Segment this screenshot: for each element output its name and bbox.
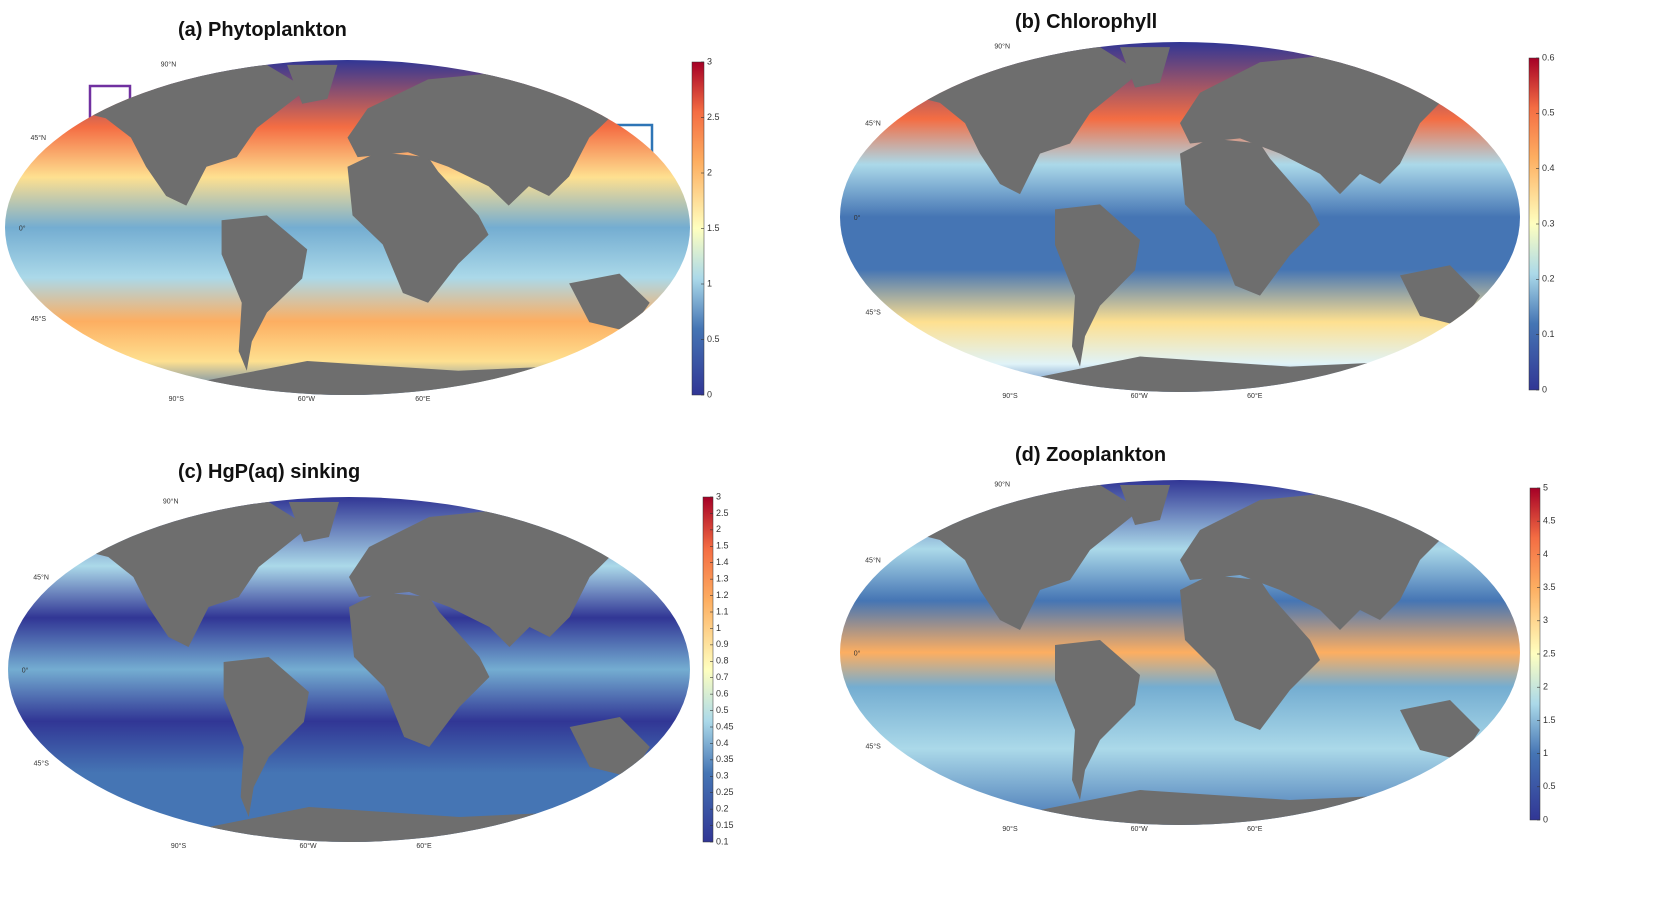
colorbar-tick-label: 0.5 [1542,108,1555,118]
lon-label: 60°E [1247,825,1263,833]
lat-label: 0° [19,225,26,233]
lat-label: 90°N [163,497,179,505]
colorbar-tick-label: 3.5 [1543,582,1556,592]
colorbar-tick-label: 0.5 [1543,781,1556,791]
panel-title: (b) Chlorophyll [1015,11,1157,33]
colorbar-tick-label: 0.5 [707,334,720,344]
lat-label: 90°N [994,480,1010,488]
colorbar-tick-label: 0 [707,389,712,399]
colorbar-tick-label: 4.5 [1543,516,1556,526]
lon-label: 60°W [299,842,317,850]
colorbar-tick-label: 0.4 [1542,163,1555,173]
map [5,60,690,395]
colorbar-tick-label: 0.45 [716,721,734,731]
colorbar-tick-label: 0.7 [716,672,729,682]
lat-label: 45°S [866,743,882,751]
lon-label: 90°S [169,395,185,403]
colorbar-tick-label: 0.5 [716,705,729,715]
map [840,42,1520,392]
colorbar [702,496,714,843]
lat-label: 45°N [865,556,881,564]
colorbar-tick-label: 1.5 [1543,715,1556,725]
colorbar-tick-label: 2 [707,167,712,177]
panel-title: (d) Zooplankton [1015,444,1166,466]
colorbar-tick-label: 0.3 [716,771,729,781]
colorbar-tick-label: 0.6 [716,689,729,699]
lon-label: 60°W [1131,825,1149,833]
colorbar-tick-label: 2.5 [707,112,720,122]
lon-label: 60°W [1131,392,1149,400]
colorbar-tick-label: 0.9 [716,639,729,649]
colorbar-tick-label: 1.3 [716,574,729,584]
colorbar-tick-label: 0.2 [1542,274,1555,284]
map-panel: (a) Phytoplankton 90°N 45°N 0° 45°S 90°S 60°W 6… [5,19,720,403]
colorbar-tick-label: 0.35 [716,754,734,764]
lat-label: 90°N [161,60,177,68]
colorbar-tick-label: 0.1 [1542,329,1555,339]
colorbar-tick-label: 0.3 [1542,218,1555,228]
lat-label: 0° [854,650,861,658]
colorbar-tick-label: 2 [1543,682,1548,692]
map-panel: (b) Chlorophyll 90°N 45°N 0° 45°S 90°S 60°W 60°… [840,11,1555,400]
lon-label: 90°S [171,842,187,850]
panel-title: (c) HgP(aq) sinking [178,461,360,483]
colorbar-tick-label: 0.15 [716,820,734,830]
colorbar-tick-label: 5 [1543,482,1548,492]
colorbar-tick-label: 1.1 [716,606,729,616]
lat-label: 45°S [34,760,50,768]
lon-label: 60°W [298,395,316,403]
lat-label: 0° [854,214,861,222]
lat-label: 45°S [31,315,47,323]
lat-label: 45°N [30,134,46,142]
lon-label: 90°S [1002,392,1018,400]
colorbar-tick-label: 0.8 [716,656,729,666]
lat-label: 0° [22,667,29,675]
colorbar-tick-label: 1 [1543,748,1548,758]
panel-title: (a) Phytoplankton [178,19,347,41]
map [8,497,690,842]
lat-label: 45°N [33,573,49,581]
colorbar-tick-label: 0.2 [716,804,729,814]
colorbar-tick-label: 1.5 [716,541,729,551]
colorbar-tick-label: 1 [707,278,712,288]
colorbar-tick-label: 2 [716,524,721,534]
lon-label: 60°E [416,842,432,850]
colorbar-tick-label: 2.5 [716,508,729,518]
colorbar-tick-label: 1.5 [707,223,720,233]
colorbar-tick-label: 0 [1542,384,1547,394]
colorbar-tick-label: 0.4 [716,738,729,748]
colorbar-tick-label: 3 [707,56,712,66]
colorbar-tick-label: 2.5 [1543,648,1556,658]
colorbar-tick-label: 0.25 [716,787,734,797]
colorbar-tick-label: 3 [716,491,721,501]
lat-label: 90°N [994,43,1010,51]
lon-label: 90°S [1002,825,1018,833]
colorbar-tick-label: 1.2 [716,590,729,600]
map [840,480,1520,825]
lon-label: 60°E [415,395,431,403]
lon-label: 60°E [1247,392,1263,400]
colorbar-tick-label: 0 [1543,814,1548,824]
colorbar-tick-label: 1 [716,623,721,633]
colorbar-tick-label: 3 [1543,615,1548,625]
colorbar-tick-label: 4 [1543,549,1548,559]
colorbar-tick-label: 0.6 [1542,52,1555,62]
map-panel: (c) HgP(aq) sinking 90°N 45°N 0° 45°S 90°S 60°… [8,461,734,850]
lat-label: 45°S [866,309,882,317]
lat-label: 45°N [865,120,881,128]
map-panel: (d) Zooplankton 90°N 45°N 0° 45°S 90°S 60°W 60°… [840,444,1556,833]
colorbar-tick-label: 1.4 [716,557,729,567]
colorbar-tick-label: 0.1 [716,836,729,846]
